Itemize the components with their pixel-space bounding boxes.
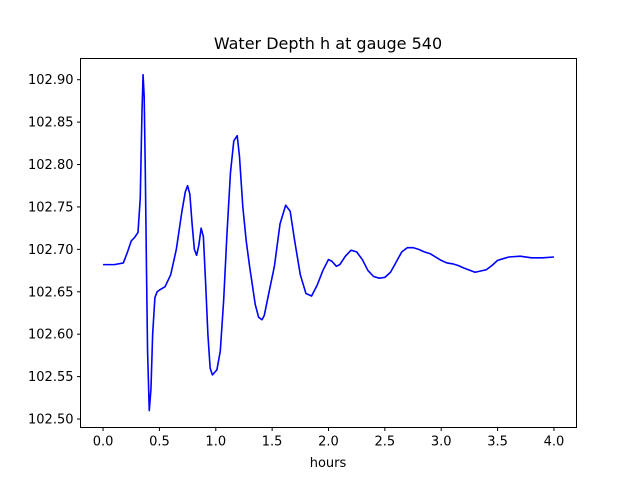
y-tick-label: 102.80 [28,158,74,173]
x-tick-label: 1.5 [262,435,283,450]
chart-title: Water Depth h at gauge 540 [214,34,442,53]
x-tick-label: 0.0 [93,435,114,450]
y-tick-label: 102.55 [28,370,74,385]
x-tick-label: 3.0 [431,435,452,450]
y-tick-label: 102.50 [28,413,74,428]
series-line-0 [103,73,555,412]
x-tick-label: 3.5 [487,435,508,450]
y-tick-label: 102.60 [28,328,74,343]
x-axis-label: hours [310,456,347,471]
y-axis: 102.50 102.55 102.60 102.65 102.70 102.75 102.… [28,73,81,428]
y-tick-label: 102.90 [28,73,74,88]
x-tick-label: 0.5 [149,435,170,450]
axes-frame [80,58,577,428]
x-tick-label: 1.0 [205,435,226,450]
x-tick-label: 2.5 [375,435,396,450]
x-tick-label: 4.0 [544,435,565,450]
x-tick-label: 2.0 [318,435,339,450]
y-tick-label: 102.75 [28,200,74,215]
y-tick-label: 102.70 [28,243,74,258]
y-tick-label: 102.85 [28,116,74,131]
y-tick-label: 102.65 [28,285,74,300]
x-axis: 0.0 0.5 1.0 1.5 2.0 2.5 3.0 3.5 4.0 [93,427,565,450]
plot-area [103,73,555,412]
